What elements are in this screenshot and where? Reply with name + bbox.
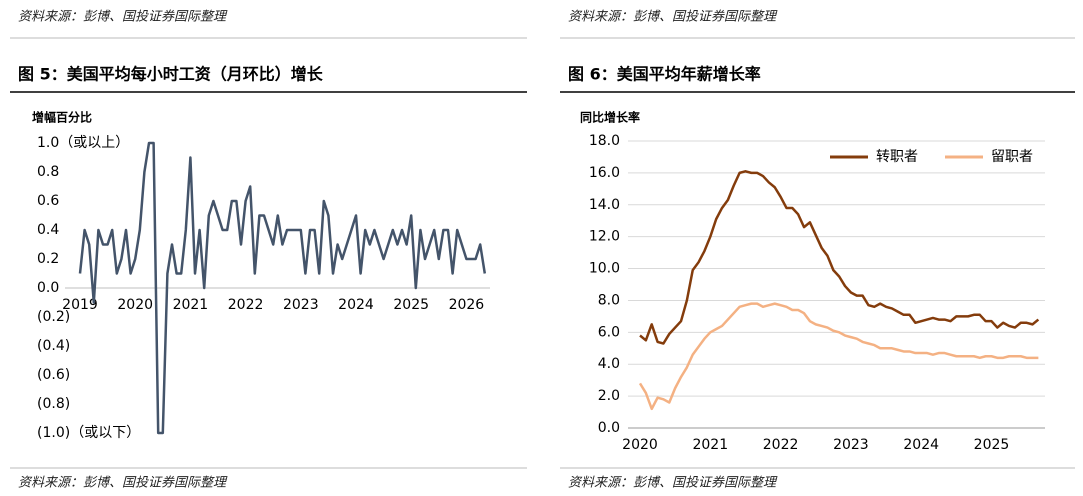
y-tick-label: 14.0 — [589, 197, 620, 213]
x-tick-label: 2025 — [974, 437, 1010, 453]
y-tick-label: 0.6 — [37, 193, 59, 209]
y-tick-label: 4.0 — [598, 356, 620, 372]
y-tick-label: 18.0 — [589, 133, 620, 149]
legend-label: 转职者 — [876, 149, 918, 165]
source-note: 资料来源：彭博、国投证券国际整理 — [18, 10, 228, 25]
y-tick-label: (0.8) — [37, 396, 70, 412]
x-tick-label: 2022 — [228, 297, 264, 313]
series-line — [638, 302, 1039, 411]
y-tick-label: 12.0 — [589, 229, 620, 245]
source-note: 资料来源：彭博、国投证券国际整理 — [568, 10, 778, 25]
legend-label: 留职者 — [991, 149, 1033, 165]
source-note: 资料来源：彭博、国投证券国际整理 — [18, 476, 228, 491]
x-tick-label: 2025 — [393, 297, 429, 313]
x-tick-label: 2023 — [833, 437, 869, 453]
y-tick-label: 1.0（或以上） — [37, 135, 129, 151]
y-tick-label: 0.8 — [37, 164, 59, 180]
y-tick-label: 0.4 — [37, 222, 59, 238]
x-tick-label: 2021 — [173, 297, 209, 313]
y-axis-label: 同比增长率 — [580, 110, 640, 125]
x-tick-label: 2024 — [903, 437, 939, 453]
y-tick-label: (1.0)（或以下） — [37, 425, 140, 441]
x-tick-label: 2026 — [449, 297, 485, 313]
y-tick-label: (0.4) — [37, 338, 70, 354]
x-tick-label: 2024 — [338, 297, 374, 313]
series-line — [78, 141, 487, 435]
y-tick-label: 10.0 — [589, 261, 620, 277]
y-tick-label: 0.0 — [598, 420, 620, 436]
x-tick-label: 2020 — [117, 297, 153, 313]
x-tick-label: 2023 — [283, 297, 319, 313]
x-tick-label: 2021 — [692, 437, 728, 453]
y-axis-label: 增幅百分比 — [32, 110, 92, 125]
y-tick-label: (0.6) — [37, 367, 70, 383]
series-line — [639, 170, 1040, 345]
x-tick-label: 2020 — [622, 437, 658, 453]
y-tick-label: 0.2 — [37, 251, 59, 267]
y-tick-label: 2.0 — [598, 388, 620, 404]
chart-title: 图 6：美国平均年薪增长率 — [568, 65, 761, 84]
y-tick-label: (0.2) — [37, 309, 70, 325]
y-tick-label: 16.0 — [589, 165, 620, 181]
x-tick-label: 2022 — [763, 437, 799, 453]
chart-title: 图 5：美国平均每小时工资（月环比）增长 — [18, 65, 324, 84]
x-tick-label: 2019 — [62, 297, 98, 313]
y-tick-label: 8.0 — [598, 292, 620, 308]
y-tick-label: 6.0 — [598, 324, 620, 340]
y-tick-label: 0.0 — [37, 280, 59, 296]
source-note: 资料来源：彭博、国投证券国际整理 — [568, 476, 778, 491]
